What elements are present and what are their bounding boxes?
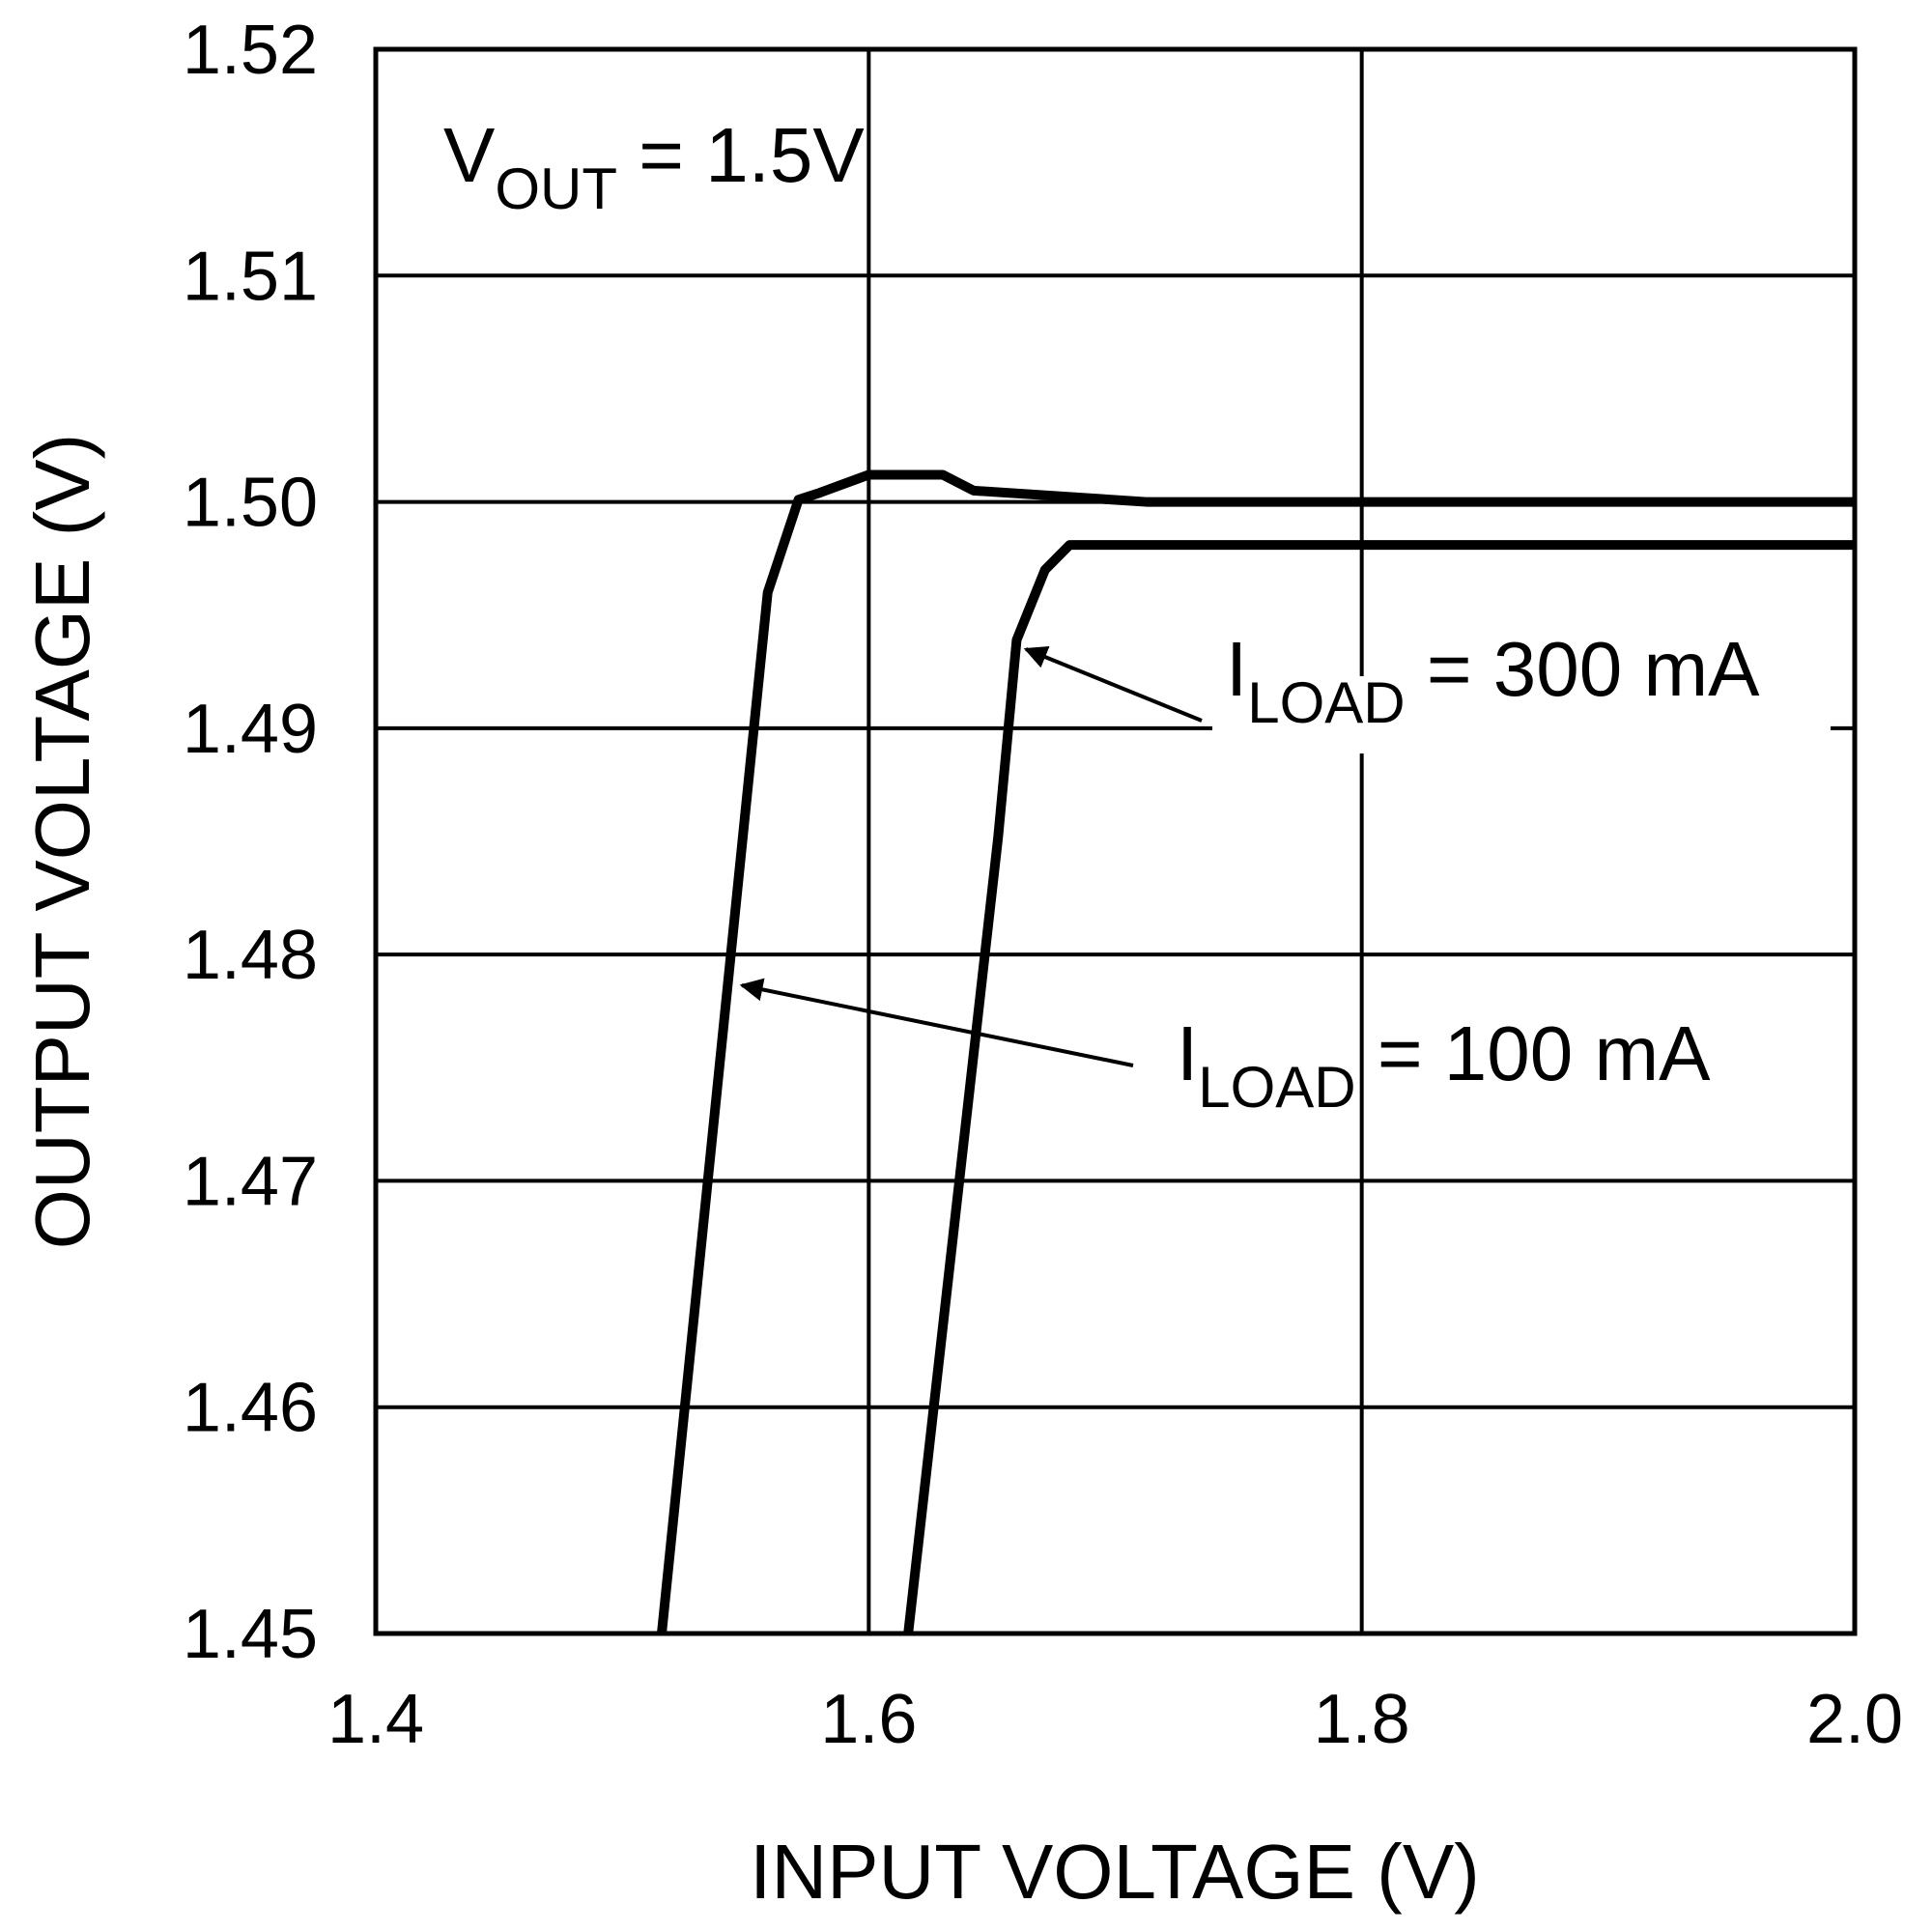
y-tick-label: 1.46 xyxy=(183,1370,318,1447)
y-tick-label: 1.50 xyxy=(183,465,318,542)
x-tick-label: 1.8 xyxy=(1314,1681,1410,1758)
annotation: ILOAD = 100 mA xyxy=(1177,1010,1711,1120)
annotation: VOUT = 1.5V xyxy=(443,112,865,221)
annotation-main: V xyxy=(443,112,496,198)
annotation-sub: LOAD xyxy=(1198,1055,1355,1120)
y-tick-label: 1.51 xyxy=(183,238,318,315)
y-tick-label: 1.52 xyxy=(183,12,318,89)
annotation-main: I xyxy=(1177,1010,1198,1096)
annotation-bg xyxy=(1212,676,1831,753)
y-tick-label: 1.45 xyxy=(183,1596,318,1673)
x-tick-label: 1.6 xyxy=(820,1681,917,1758)
y-tick-label: 1.47 xyxy=(183,1143,318,1220)
x-axis-title: INPUT VOLTAGE (V) xyxy=(750,1829,1480,1915)
series-line xyxy=(903,540,1855,1634)
x-tick-label: 1.4 xyxy=(327,1681,424,1758)
y-tick-label: 1.48 xyxy=(183,917,318,994)
annotation-rest: = 300 mA xyxy=(1406,626,1761,712)
annotation: ILOAD = 300 mA xyxy=(1226,626,1760,735)
x-tick-label: 2.0 xyxy=(1806,1681,1903,1758)
annotation-arrow xyxy=(1023,646,1203,723)
annotation-sub: LOAD xyxy=(1247,670,1405,735)
annotation-rest: = 1.5V xyxy=(617,112,865,198)
plot-frame xyxy=(373,46,1858,1636)
y-axis-title: OUTPUT VOLTAGE (V) xyxy=(19,434,105,1250)
annotation-arrow xyxy=(739,978,1134,1067)
annotation-sub: OUT xyxy=(495,156,617,221)
y-tick-label: 1.49 xyxy=(183,691,318,768)
grid xyxy=(374,47,1857,1635)
annotation-main: I xyxy=(1226,626,1247,712)
series-line xyxy=(657,469,1855,1634)
annotation-rest: = 100 mA xyxy=(1356,1010,1712,1096)
